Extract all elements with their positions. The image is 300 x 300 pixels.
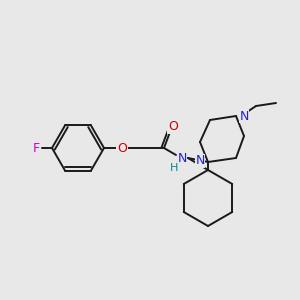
Text: F: F (32, 142, 40, 154)
Text: H: H (170, 163, 178, 173)
Text: N: N (195, 154, 205, 167)
Text: O: O (117, 142, 127, 154)
Text: O: O (168, 121, 178, 134)
Text: N: N (239, 110, 249, 122)
Text: N: N (177, 152, 187, 164)
